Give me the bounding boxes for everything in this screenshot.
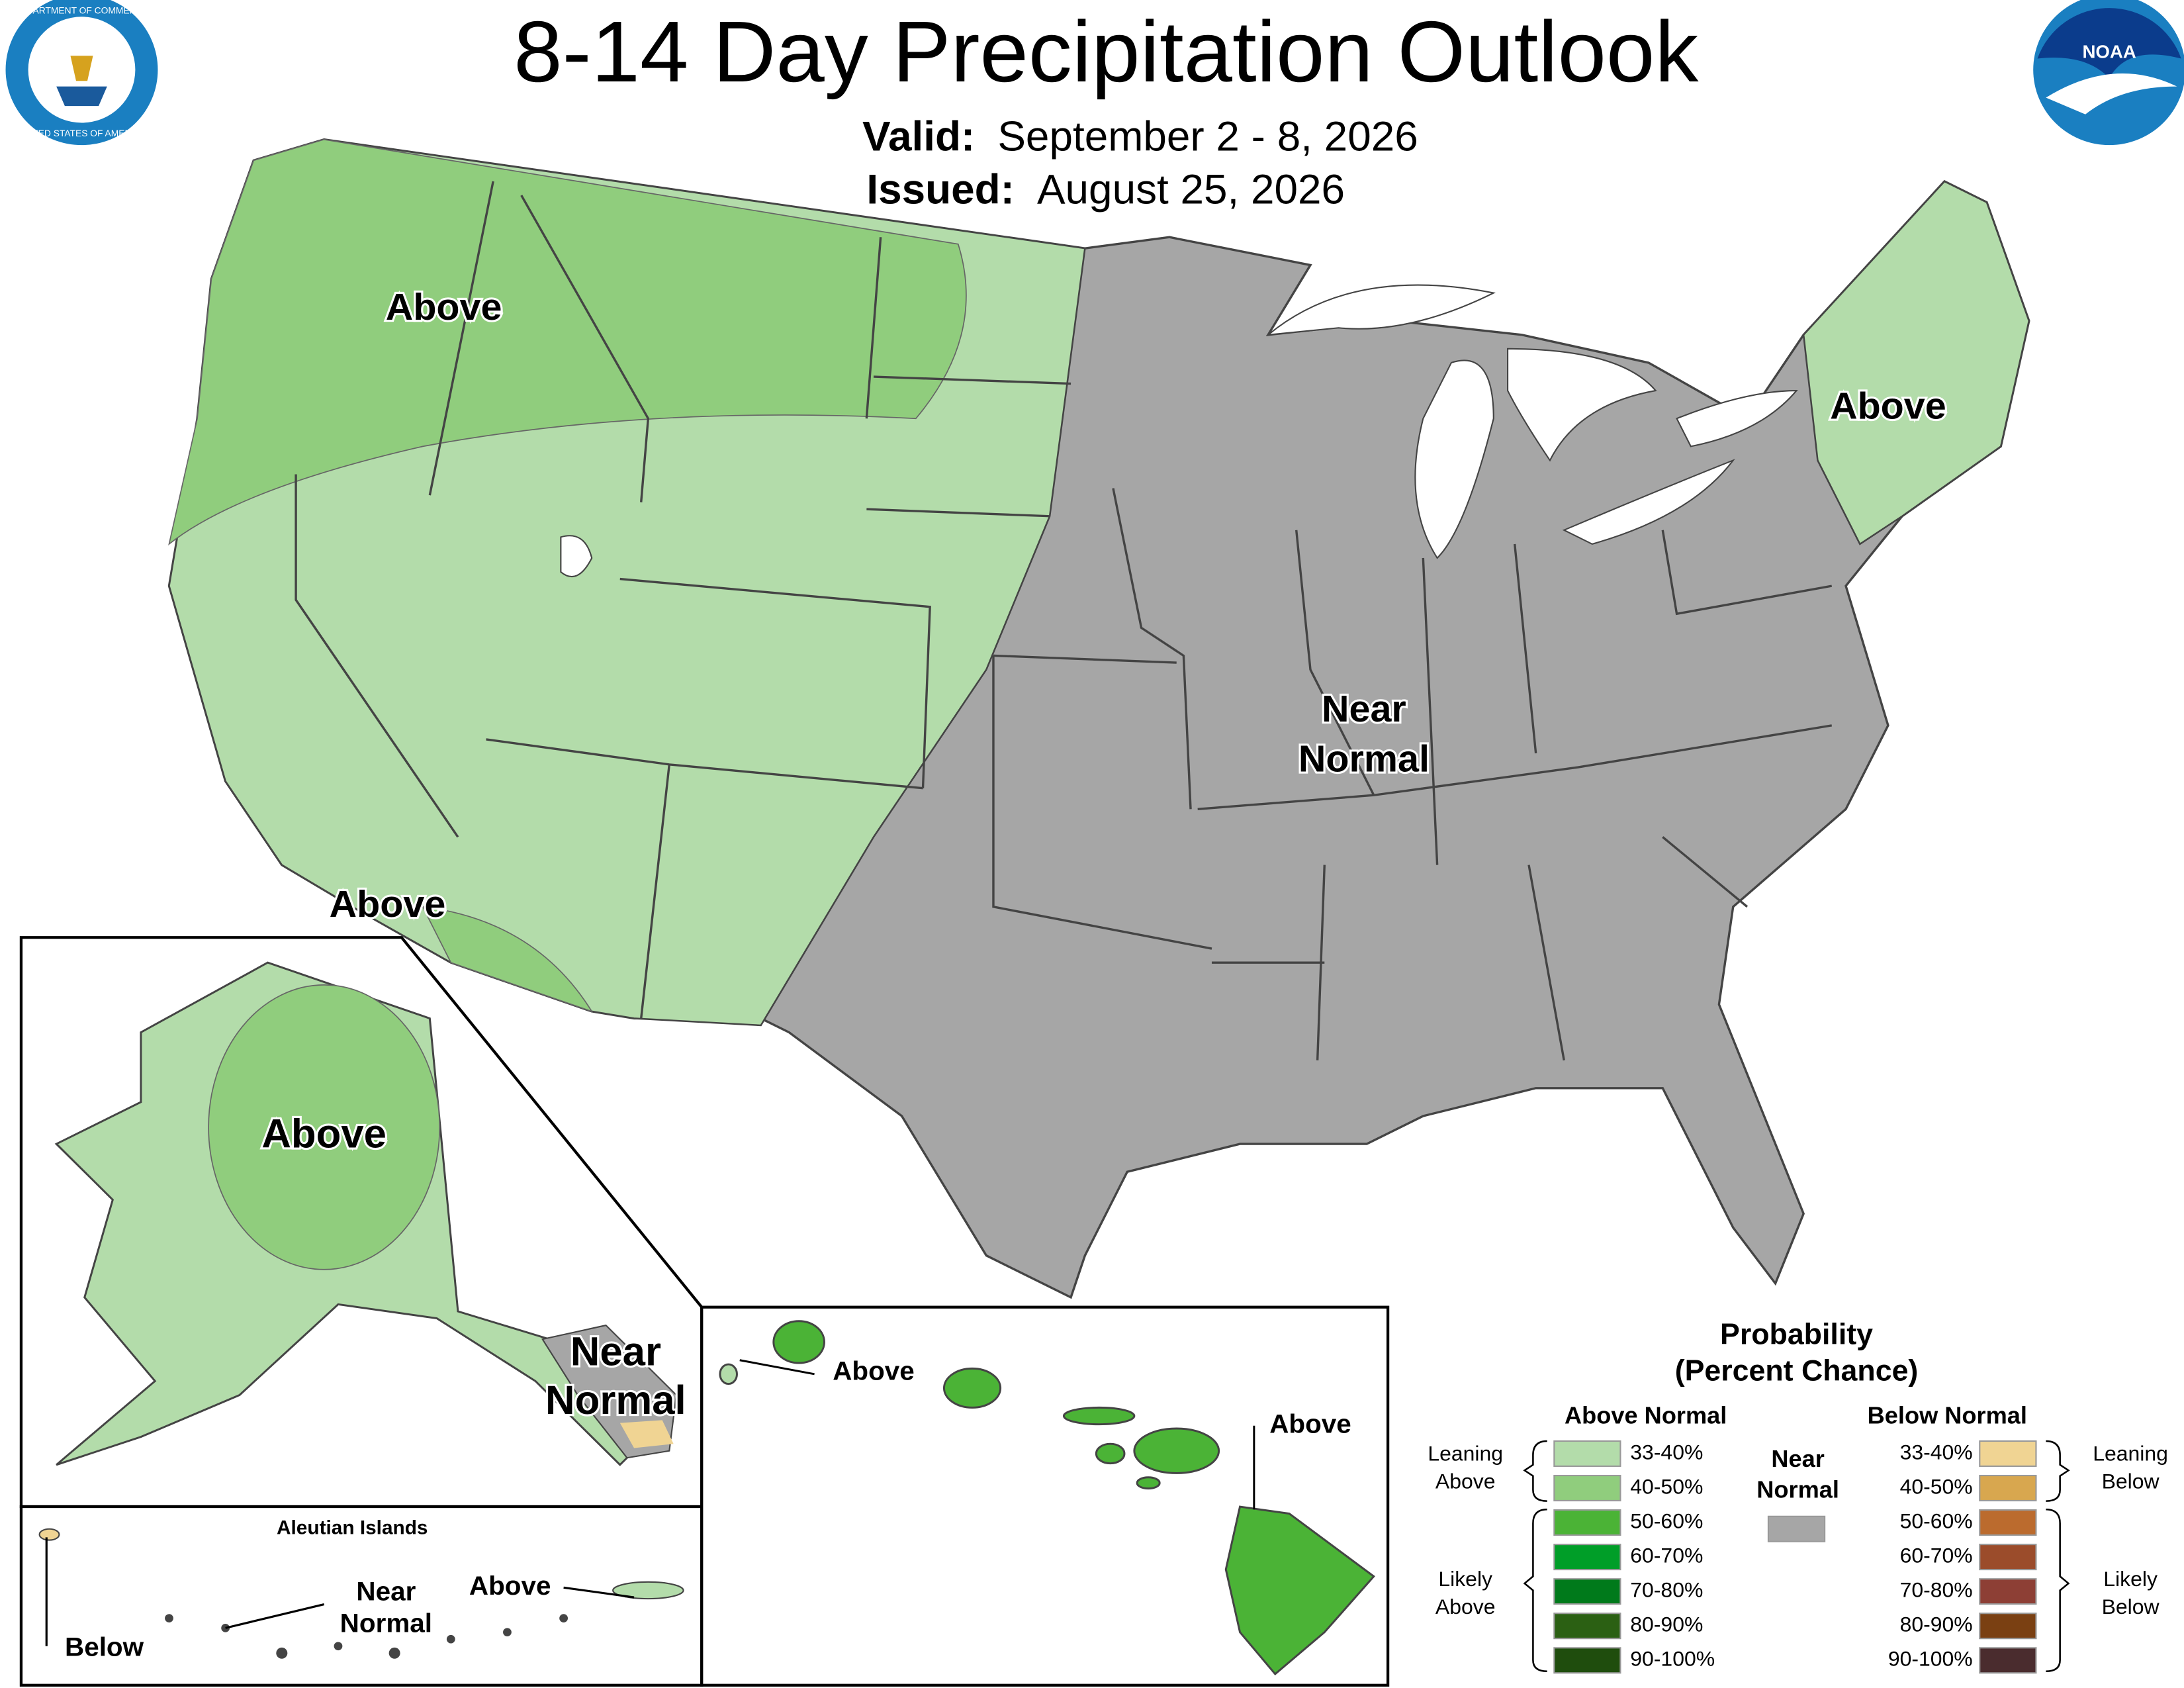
noaa-text: NOAA [2082, 41, 2136, 62]
legend-label: 90-100% [1888, 1647, 1973, 1671]
legend-label: 50-60% [1630, 1509, 1703, 1533]
aleutian-islands [38, 1528, 684, 1659]
region-label: Above [386, 286, 502, 328]
region-label: Normal [1298, 738, 1430, 780]
legend-swatch [1979, 1544, 2037, 1571]
hawaii-inset [700, 1305, 1390, 1687]
legend-label: 90-100% [1630, 1647, 1715, 1671]
hawaii [719, 1320, 1375, 1676]
legend-group: Likely [2103, 1567, 2158, 1591]
legend-group: Above [1435, 1595, 1496, 1618]
region-label: Near [1322, 688, 1406, 730]
legend-swatch [1979, 1440, 2037, 1467]
inset-title: Aleutian Islands [277, 1517, 428, 1539]
legend-label: 70-80% [1900, 1578, 1973, 1602]
legend-label: 60-70% [1630, 1544, 1703, 1568]
legend-group: Likely [1438, 1567, 1492, 1591]
region-label: Near [570, 1329, 661, 1375]
legend-group: Leaning [2093, 1442, 2168, 1466]
legend-bracket [1523, 1440, 2070, 1672]
legend-swatch [1553, 1474, 1621, 1502]
region-label: Above [261, 1111, 387, 1157]
region-label: Below [65, 1632, 144, 1662]
legend-swatch [1553, 1440, 1621, 1467]
legend-label: 60-70% [1900, 1544, 1973, 1568]
legend-group: Below [2102, 1470, 2160, 1493]
legend-label: 40-50% [1630, 1475, 1703, 1499]
title: 8-14 Day Precipitation Outlook [514, 3, 1699, 100]
issued-label: Issued: [866, 166, 1015, 213]
legend-swatch [1767, 1515, 1826, 1542]
legend-heading: Normal [1756, 1476, 1839, 1503]
region-label: Above [833, 1356, 915, 1385]
legend-swatch [1553, 1578, 1621, 1605]
legend-heading: Near [1771, 1445, 1824, 1472]
legend-label: 80-90% [1630, 1613, 1703, 1636]
commerce-seal: DEPARTMENT OF COMMERCE UNITED STATES OF … [5, 0, 158, 146]
great-lakes [560, 284, 1798, 578]
issued-date: August 25, 2026 [1037, 166, 1345, 213]
region-label: Above [330, 883, 446, 925]
legend-group: Below [2102, 1595, 2160, 1618]
region-label: Normal [340, 1609, 432, 1638]
legend-heading: Above Normal [1565, 1402, 1727, 1429]
region-label: Normal [545, 1378, 686, 1423]
seal-text: DEPARTMENT OF COMMERCE [15, 6, 149, 16]
alaska [54, 961, 678, 1466]
legend-label: 80-90% [1900, 1613, 1973, 1636]
legend-label: 70-80% [1630, 1578, 1703, 1602]
valid-date: September 2 - 8, 2026 [997, 113, 1418, 160]
legend-label: 33-40% [1900, 1440, 1973, 1464]
legend-label: 33-40% [1630, 1440, 1703, 1464]
region-label: Near [356, 1576, 416, 1606]
noaa-logo: NOAA [2033, 0, 2184, 146]
legend-group: Above [1435, 1470, 1496, 1493]
legend-title: Probability [1720, 1319, 1873, 1351]
legend-label: 50-60% [1900, 1509, 1973, 1533]
legend-swatch [1979, 1474, 2037, 1502]
conus [167, 138, 2030, 1299]
aleutian-inset [19, 1505, 704, 1687]
legend-swatch [1553, 1613, 1621, 1640]
legend-heading: Below Normal [1868, 1402, 2027, 1429]
legend-swatch [1553, 1509, 1621, 1536]
legend: Probability (Percent Chance) Above Norma… [1428, 1319, 2168, 1674]
legend-swatch [1979, 1613, 2037, 1640]
legend-label: 40-50% [1900, 1475, 1973, 1499]
legend-swatch [1553, 1544, 1621, 1571]
region-label: Above [1830, 385, 1946, 428]
legend-swatch [1979, 1578, 2037, 1605]
legend-title: (Percent Chance) [1675, 1355, 1919, 1387]
region-label: Above [469, 1571, 551, 1601]
legend-swatch [1553, 1647, 1621, 1674]
legend-group: Leaning [1428, 1442, 1503, 1466]
seal-text: UNITED STATES OF AMERICA [17, 128, 147, 138]
legend-swatch [1979, 1647, 2037, 1674]
legend-swatch [1979, 1509, 2037, 1536]
state-borders [295, 181, 1833, 1060]
valid-label: Valid: [862, 113, 975, 160]
region-label: Above [1269, 1409, 1351, 1439]
